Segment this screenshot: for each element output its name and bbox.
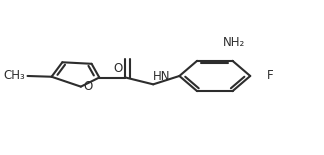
Text: F: F xyxy=(267,69,274,82)
Text: CH₃: CH₃ xyxy=(3,69,25,82)
Text: O: O xyxy=(83,80,93,93)
Text: NH₂: NH₂ xyxy=(223,36,245,49)
Text: O: O xyxy=(113,62,122,75)
Text: HN: HN xyxy=(153,70,171,83)
